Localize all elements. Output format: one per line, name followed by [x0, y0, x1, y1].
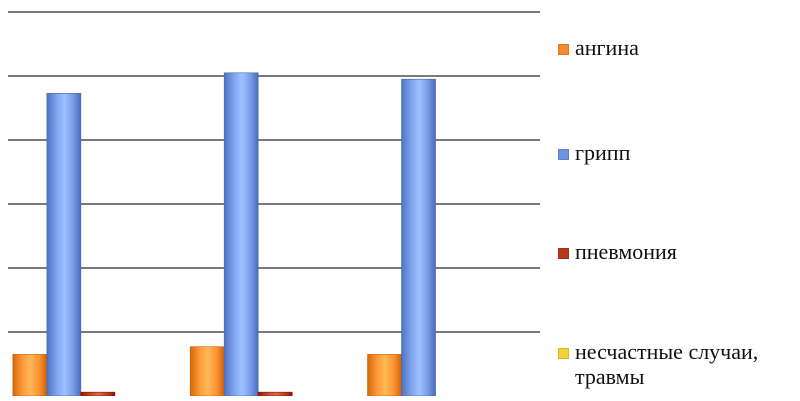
grid-layer	[8, 11, 540, 333]
legend-swatch-gripp	[558, 149, 569, 160]
legend-item-gripp: грипп	[558, 140, 631, 166]
bar-pnevmoniya-1	[80, 391, 116, 397]
legend-swatch-pnevmoniya	[558, 248, 569, 259]
legend-label-gripp: грипп	[575, 140, 631, 165]
legend-swatch-travmy	[558, 348, 569, 359]
bars-layer	[12, 72, 436, 397]
legend-swatch-angina	[558, 44, 569, 55]
chart-legend: ангина грипп пневмония несчастные случаи…	[558, 0, 798, 396]
bar-pnevmoniya-2	[257, 391, 293, 397]
bar-angina-3	[367, 354, 402, 397]
bar-gripp-3	[401, 78, 436, 397]
legend-item-angina: ангина	[558, 35, 639, 61]
bar-gripp-1	[46, 92, 82, 397]
bar-gripp-2	[223, 72, 259, 397]
legend-item-pnevmoniya: пневмония	[558, 239, 677, 265]
legend-label-pnevmoniya: пневмония	[575, 239, 677, 264]
legend-item-travmy: несчастные случаи, травмы	[558, 339, 759, 389]
bar-angina-1	[12, 354, 48, 397]
bar-angina-2	[189, 346, 225, 397]
legend-label-travmy: несчастные случаи, травмы	[575, 339, 759, 389]
legend-label-angina: ангина	[575, 35, 639, 60]
